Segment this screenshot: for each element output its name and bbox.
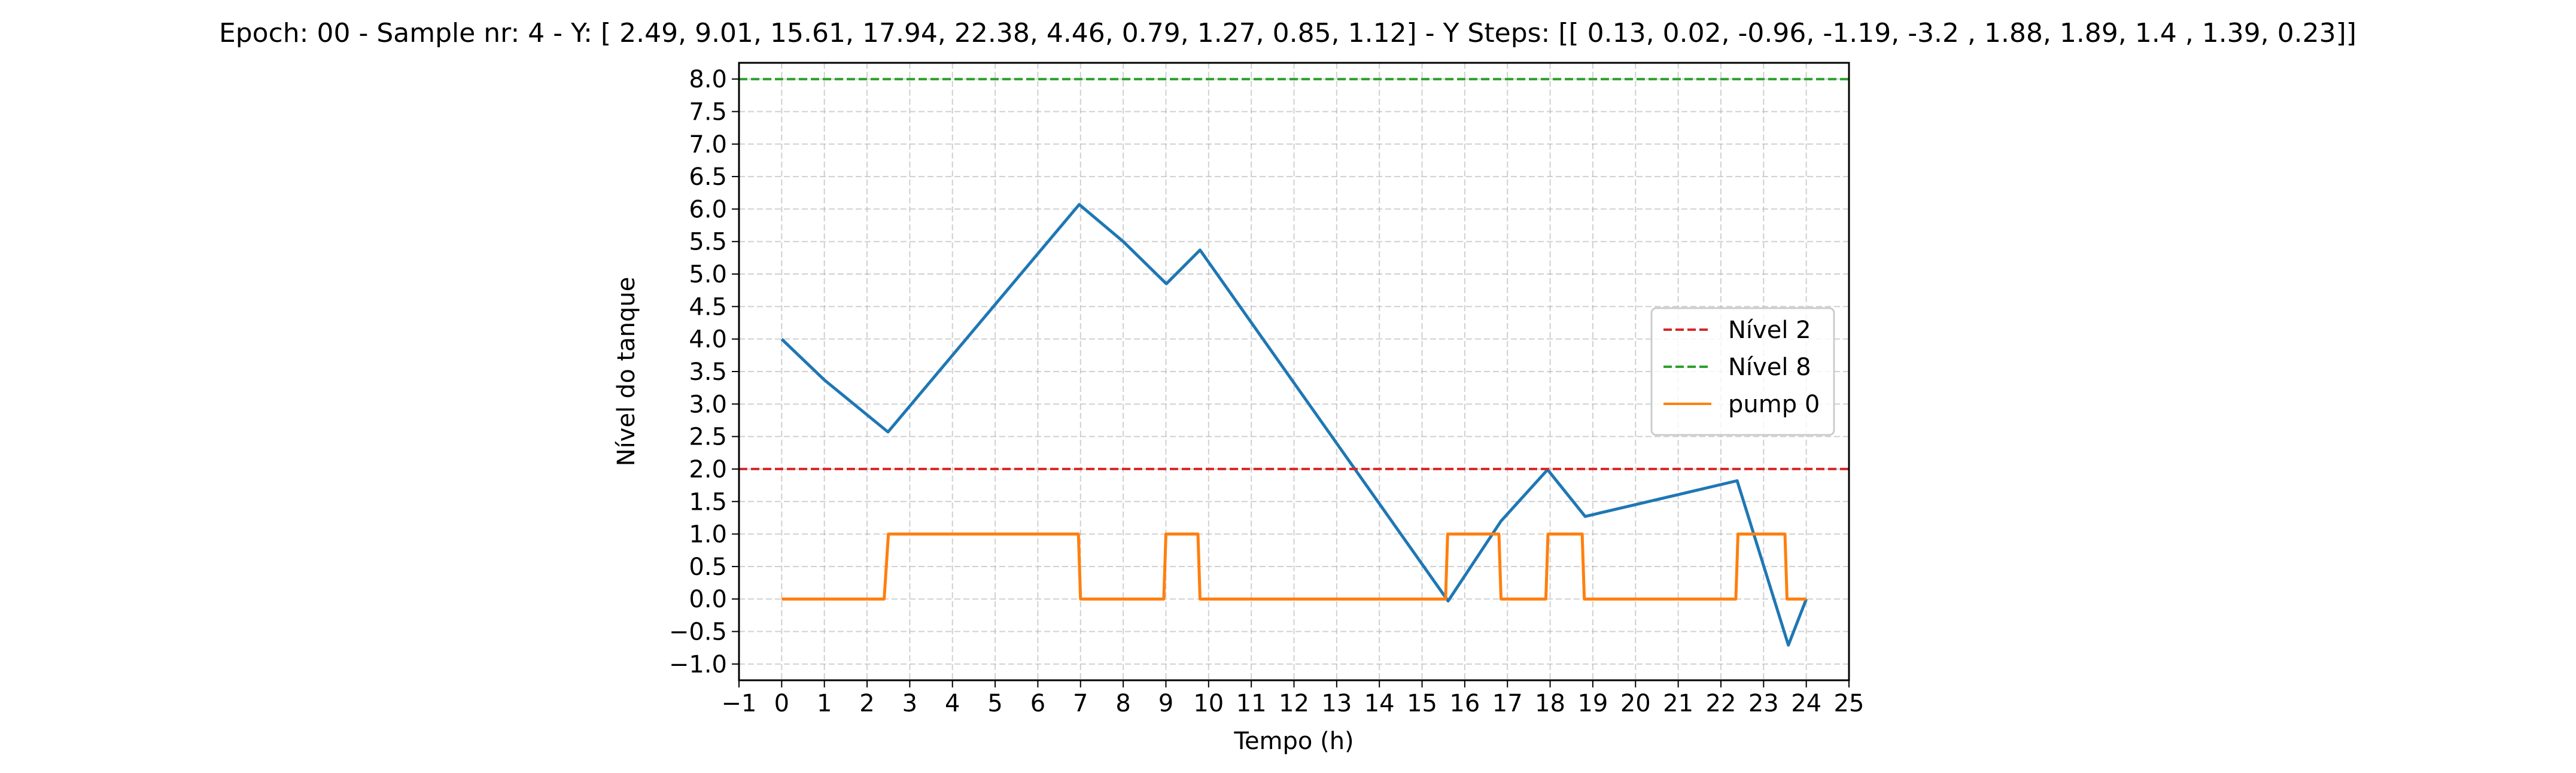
x-tick-label: 22: [1706, 690, 1736, 717]
y-tick-label: 3.0: [689, 391, 727, 418]
x-tick-label: 6: [1030, 690, 1045, 717]
plot-series: [739, 78, 1849, 647]
x-tick-label: −1: [722, 690, 757, 717]
x-tick-label: 2: [859, 690, 874, 717]
series-line-pump-0: [781, 532, 1806, 601]
y-tick-label: 8.0: [689, 66, 727, 93]
legend-items: Nível 2 Nível 8 pump 0: [1663, 316, 1820, 418]
series-line-level: [780, 203, 1808, 647]
y-tick-label: 6.0: [689, 196, 727, 223]
legend: Nível 2 Nível 8 pump 0: [1650, 307, 1835, 436]
y-tick-label: 0.5: [689, 553, 727, 581]
x-tick-label: 3: [902, 690, 917, 717]
x-tick-label: 17: [1492, 690, 1523, 717]
y-tick-label: 6.5: [689, 163, 727, 191]
x-tick-label: 8: [1115, 690, 1130, 717]
x-tick-label: 11: [1236, 690, 1267, 717]
x-tick-label: 20: [1620, 690, 1651, 717]
y-axis-label: Nível do tanque: [613, 277, 640, 467]
y-tick-label: 1.5: [689, 488, 727, 516]
y-tick-label: 1.0: [689, 521, 727, 549]
x-tick-label: 19: [1577, 690, 1608, 717]
x-tick-label: 4: [945, 690, 960, 717]
legend-label: Nível 2: [1728, 316, 1811, 344]
x-tick-label: 0: [774, 690, 789, 717]
x-tick-label: 16: [1449, 690, 1480, 717]
y-tick-label: −0.5: [669, 619, 727, 646]
y-tick-label: 2.5: [689, 424, 727, 451]
y-tick-label: 7.0: [689, 131, 727, 159]
x-tick-label: 10: [1193, 690, 1224, 717]
x-tick-label: 25: [1834, 690, 1865, 717]
x-tick-label: 13: [1321, 690, 1352, 717]
y-tick-label: 4.0: [689, 326, 727, 354]
y-tick-label: 3.5: [689, 358, 727, 386]
x-tick-label: 18: [1535, 690, 1565, 717]
y-tick-label: 0.0: [689, 586, 727, 613]
x-tick-label: 5: [987, 690, 1002, 717]
y-tick-label: 2.0: [689, 456, 727, 483]
y-tick-label: 5.5: [689, 229, 727, 256]
y-tick-label: 5.0: [689, 261, 727, 288]
x-tick-label: 21: [1663, 690, 1693, 717]
y-tick-label: 7.5: [689, 98, 727, 126]
x-tick-label: 23: [1748, 690, 1779, 717]
x-tick-label: 15: [1407, 690, 1437, 717]
x-tick-label: 24: [1791, 690, 1821, 717]
x-tick-label: 12: [1279, 690, 1309, 717]
x-axis-label: Tempo (h): [1233, 728, 1354, 755]
x-tick-label: 9: [1158, 690, 1173, 717]
legend-label: pump 0: [1728, 391, 1820, 418]
x-tick-label: 7: [1073, 690, 1088, 717]
x-tick-label: 14: [1364, 690, 1395, 717]
y-tick-label: 4.5: [689, 293, 727, 321]
y-axis-ticks: −1.0 −0.5 0.0 0.5 1.0 1.5 2.0 2.5 3.0 3.5 4.0 4.5 5.…: [669, 66, 739, 678]
x-axis-ticks: −1 0 1 2 3 4 5 6 7 8 9 10 11 12 13 14 15 16 17 18 19 20 21 22 23…: [722, 680, 1865, 717]
y-tick-label: −1.0: [669, 651, 727, 678]
x-tick-label: 1: [817, 690, 832, 717]
legend-label: Nível 8: [1728, 354, 1811, 381]
chart-title: Epoch: 00 - Sample nr: 4 - Y: [ 2.49, 9.…: [219, 18, 2356, 48]
